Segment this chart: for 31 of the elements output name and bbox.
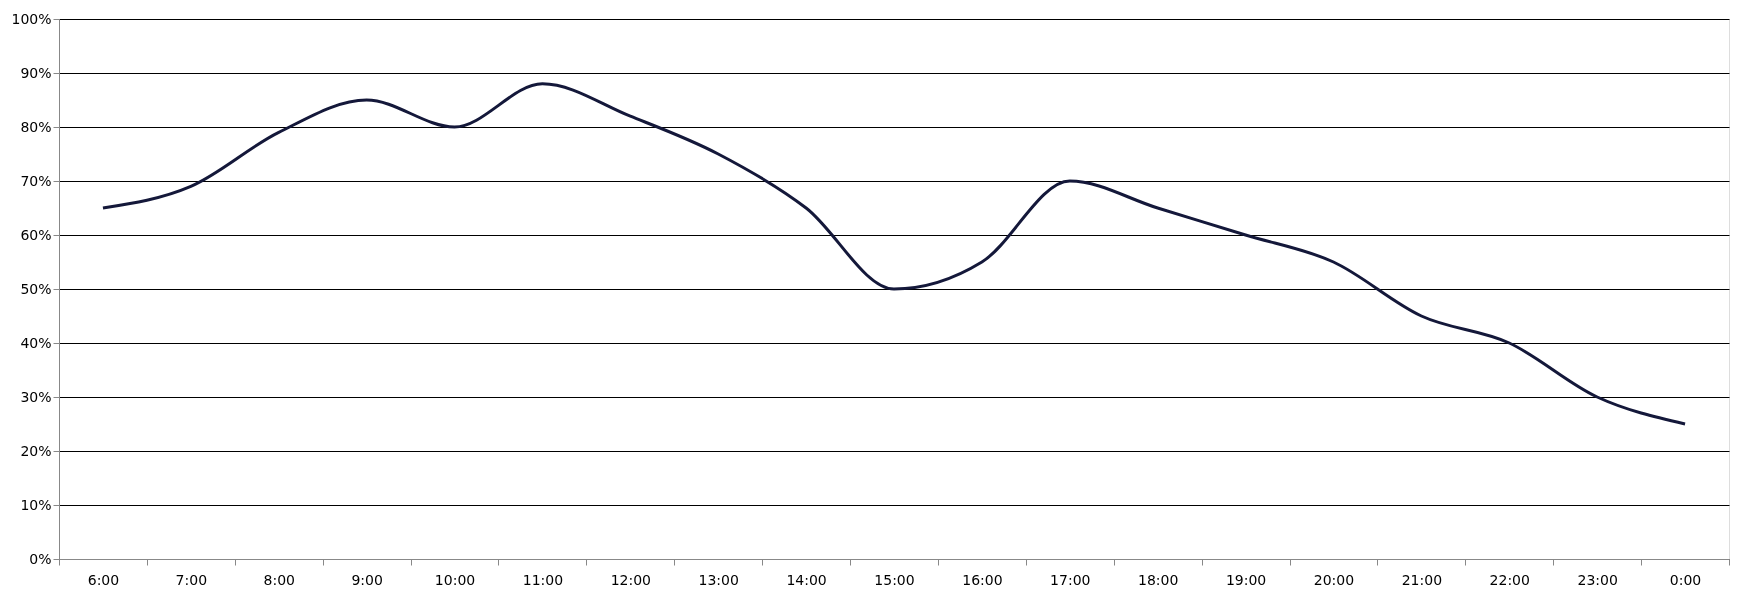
x-tick-label: 13:00	[698, 571, 739, 588]
y-tick-label: 70%	[20, 172, 52, 189]
y-tick-label: 100%	[11, 10, 52, 27]
y-tick-label: 10%	[20, 496, 52, 513]
x-tick-label: 8:00	[263, 571, 295, 588]
line-series	[101, 82, 1687, 426]
x-tick-label: 23:00	[1577, 571, 1618, 588]
x-tick-label: 17:00	[1050, 571, 1091, 588]
x-tick-label: 9:00	[351, 571, 383, 588]
x-tick-label: 12:00	[610, 571, 651, 588]
y-tick-label: 50%	[20, 280, 52, 297]
y-tick-label: 90%	[20, 64, 52, 81]
x-tick-label: 7:00	[175, 571, 208, 588]
y-tick-label: 0%	[29, 550, 52, 567]
x-tick-label: 18:00	[1138, 571, 1179, 588]
x-tick-label: 21:00	[1401, 571, 1443, 588]
x-tick-label: 16:00	[962, 571, 1003, 588]
y-tick-label: 60%	[20, 226, 52, 243]
x-tick-label: 19:00	[1225, 571, 1267, 588]
x-tick-label: 14:00	[786, 571, 827, 588]
x-tick-label: 22:00	[1489, 571, 1530, 588]
x-tick-label: 10:00	[434, 571, 476, 588]
y-tick-label: 80%	[20, 118, 52, 135]
x-tick-label: 0:00	[1669, 571, 1702, 588]
x-tick-label: 15:00	[874, 571, 915, 588]
x-tick-label: 11:00	[522, 571, 564, 588]
x-tick-label: 20:00	[1313, 571, 1355, 588]
y-tick-label: 20%	[20, 442, 52, 459]
y-tick-label: 30%	[20, 388, 52, 405]
x-tick-label: 6:00	[87, 571, 120, 588]
y-tick-label: 40%	[20, 334, 52, 351]
